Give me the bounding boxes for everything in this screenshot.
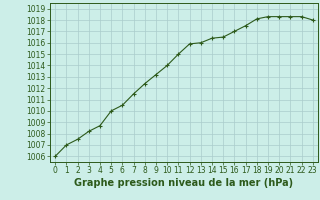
X-axis label: Graphe pression niveau de la mer (hPa): Graphe pression niveau de la mer (hPa) [75, 178, 293, 188]
